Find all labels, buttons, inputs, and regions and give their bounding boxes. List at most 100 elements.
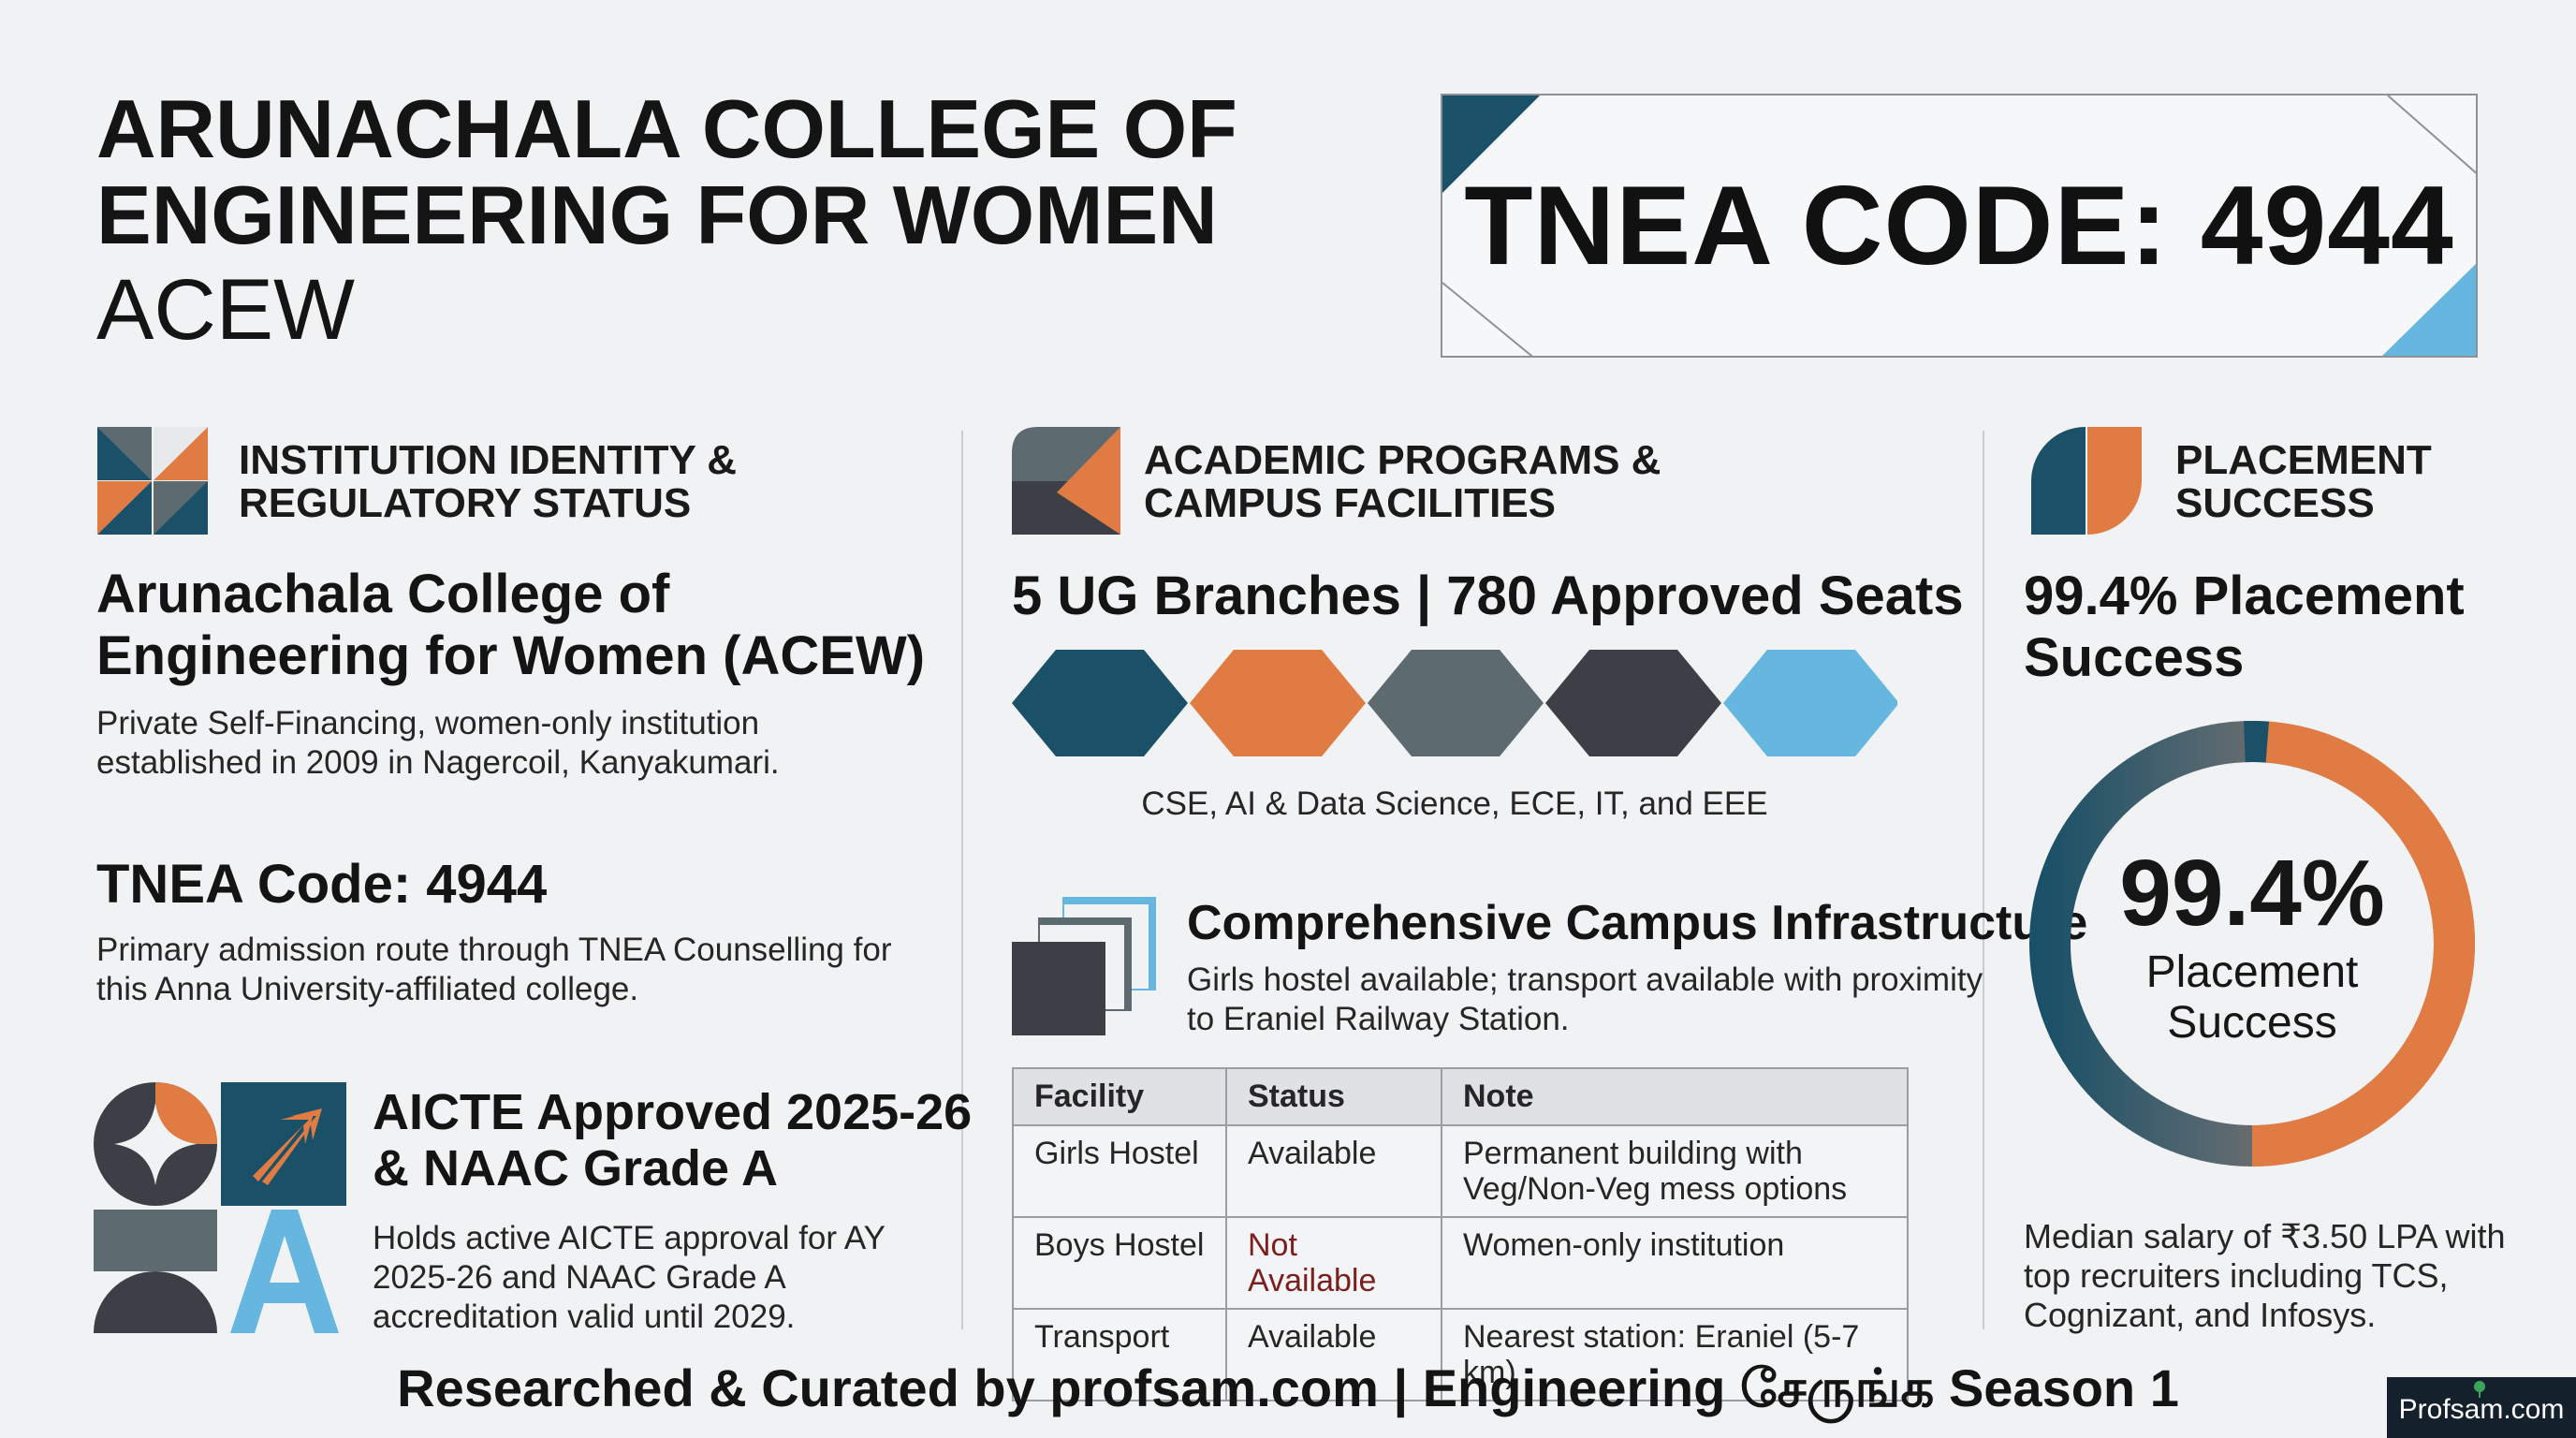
column-divider-2	[1983, 431, 1984, 1329]
placement-icon	[2031, 427, 2142, 535]
placement-title-line2: Success	[2024, 627, 2245, 688]
page-header: ARUNACHALA COLLEGE OF ENGINEERING FOR WO…	[96, 86, 1313, 361]
code-desc-line2: this Anna University-affiliated college.	[96, 971, 639, 1007]
tnea-code-description: Primary admission route through TNEA Cou…	[96, 931, 891, 1009]
accreditation-icon	[94, 1082, 346, 1338]
ring-value: 99.4%	[2119, 841, 2385, 946]
identity-heading-line2: REGULATORY STATUS	[239, 480, 692, 526]
table-header-facility: Facility	[1012, 1067, 1227, 1126]
facility-table-wrapper: Facility Status Note Girls Hostel Availa…	[1012, 1067, 1909, 1401]
placement-title-line1: 99.4% Placement	[2024, 565, 2465, 626]
tnea-code-box: TNEA CODE: 4944	[1441, 94, 2478, 358]
page-title-line1: ARUNACHALA COLLEGE OF	[96, 82, 1237, 175]
infrastructure-description: Girls hostel available; transport availa…	[1187, 961, 1983, 1039]
note-cell: Nearest station: Eraniel (5-7 km)	[1441, 1308, 1909, 1401]
branch-hexagon-3	[1368, 650, 1544, 756]
branch-hexagon-1	[1012, 650, 1188, 756]
leaf-icon	[2474, 1381, 2485, 1398]
college-name-line1: Arunachala College of	[96, 564, 670, 624]
table-header-row: Facility Status Note	[1012, 1067, 1909, 1126]
status-cell: Available	[1225, 1308, 1442, 1401]
academics-section-heading: ACADEMIC PROGRAMS & CAMPUS FACILITIES	[1144, 439, 1661, 525]
placement-desc-line3: Cognizant, and Infosys.	[2024, 1296, 2377, 1334]
facility-cell: Boys Hostel	[1012, 1216, 1227, 1310]
corner-line-bottom-left	[1442, 282, 1533, 356]
college-name: Arunachala College of Engineering for Wo…	[96, 564, 925, 687]
table-header-note: Note	[1441, 1067, 1909, 1126]
college-desc-line1: Private Self-Financing, women-only insti…	[96, 705, 760, 741]
facility-cell: Girls Hostel	[1012, 1124, 1227, 1218]
academics-heading-line1: ACADEMIC PROGRAMS &	[1144, 437, 1661, 483]
branch-hexagon-row	[1012, 650, 1899, 756]
aicte-desc-line1: Holds active AICTE approval for AY	[373, 1220, 886, 1256]
branch-hexagon-2	[1190, 650, 1366, 756]
page-title-line2: ENGINEERING FOR WOMEN	[96, 169, 1218, 261]
ring-label-line2: Success	[2167, 998, 2337, 1048]
aicte-title-line1: AICTE Approved 2025-26	[373, 1084, 973, 1140]
note-cell: Women-only institution	[1441, 1216, 1909, 1310]
facility-cell: Transport	[1012, 1308, 1227, 1401]
identity-heading-line1: INSTITUTION IDENTITY &	[239, 437, 738, 483]
ring-label-line1: Placement	[2145, 947, 2359, 997]
code-box-corner-decor	[1442, 95, 2476, 356]
column-divider-1	[961, 431, 963, 1329]
tnea-code-text: TNEA CODE: 4944	[1464, 163, 2454, 288]
branch-hexagon-4	[1545, 650, 1721, 756]
placement-desc-line2: top recruiters including TCS,	[2024, 1256, 2449, 1295]
academic-programs-icon	[1012, 427, 1120, 535]
note-line1: Permanent building with	[1463, 1136, 1803, 1171]
tnea-code-title: TNEA Code: 4944	[96, 854, 548, 915]
aicte-desc-line3: accreditation valid until 2029.	[373, 1299, 796, 1335]
placement-title: 99.4% Placement Success	[2024, 565, 2465, 689]
institution-identity-icon	[97, 427, 208, 535]
branch-hexagons	[1012, 650, 1899, 765]
ring-label: Placement Success	[2022, 947, 2482, 1049]
branch-hexagon-5	[1723, 650, 1899, 756]
aicte-description: Holds active AICTE approval for AY 2025-…	[373, 1219, 886, 1337]
branches-list: CSE, AI & Data Science, ECE, IT, and EEE	[1141, 785, 1768, 822]
corner-triangle-top-left	[1442, 95, 1540, 193]
infrastructure-icon	[1012, 897, 1156, 1040]
college-desc-line2: established in 2009 in Nagercoil, Kanyak…	[96, 744, 780, 781]
profsam-badge[interactable]: Profsam.com	[2387, 1377, 2576, 1438]
infra-desc-line2: to Eraniel Railway Station.	[1187, 1001, 1570, 1037]
placement-heading-line1: PLACEMENT	[2175, 437, 2432, 483]
table-row: Transport Available Nearest station: Era…	[1012, 1308, 1909, 1401]
aicte-naac-icon	[94, 1082, 346, 1333]
academics-heading-line2: CAMPUS FACILITIES	[1144, 480, 1557, 526]
corner-line-top-right	[2387, 95, 2476, 174]
placement-desc-line1: Median salary of ₹3.50 LPA with	[2024, 1217, 2506, 1255]
status-cell: Available	[1225, 1124, 1442, 1218]
ring-remainder-arc	[2244, 721, 2269, 763]
table-row: Girls Hostel Available Permanent buildin…	[1012, 1124, 1909, 1218]
branches-title: 5 UG Branches | 780 Approved Seats	[1012, 565, 1964, 626]
college-name-line2: Engineering for Women (ACEW)	[96, 625, 926, 686]
infra-desc-line1: Girls hostel available; transport availa…	[1187, 961, 1983, 998]
college-description: Private Self-Financing, women-only insti…	[96, 704, 780, 783]
footer-credit: Researched & Curated by profsam.com | En…	[397, 1358, 2179, 1417]
aicte-title: AICTE Approved 2025-26 & NAAC Grade A	[373, 1084, 972, 1196]
page-title: ARUNACHALA COLLEGE OF ENGINEERING FOR WO…	[96, 86, 1313, 258]
placement-donut-chart	[2029, 721, 2475, 1167]
note-cell: Permanent building with Veg/Non-Veg mess…	[1441, 1124, 1909, 1218]
stacked-squares-icon	[1012, 897, 1156, 1035]
aicte-desc-line2: 2025-26 and NAAC Grade A	[373, 1259, 786, 1296]
badge-label: Profsam.com	[2398, 1394, 2565, 1425]
placement-ring: 99.4% Placement Success	[2022, 713, 2482, 1174]
identity-section-icon	[97, 427, 208, 539]
identity-section-heading: INSTITUTION IDENTITY & REGULATORY STATUS	[239, 439, 737, 525]
academics-section-icon	[1012, 427, 1120, 539]
page-subtitle: ACEW	[96, 262, 355, 358]
note-line2: Veg/Non-Veg mess options	[1463, 1171, 1848, 1207]
placement-heading-line2: SUCCESS	[2175, 480, 2375, 526]
code-desc-line1: Primary admission route through TNEA Cou…	[96, 932, 892, 968]
infrastructure-title: Comprehensive Campus Infrastructure	[1187, 896, 2088, 950]
facility-table: Facility Status Note Girls Hostel Availa…	[1012, 1067, 1909, 1401]
table-header-status: Status	[1225, 1067, 1442, 1126]
placement-section-icon	[2031, 427, 2142, 539]
placement-section-heading: PLACEMENT SUCCESS	[2175, 439, 2432, 525]
aicte-title-line2: & NAAC Grade A	[373, 1140, 779, 1196]
table-row: Boys Hostel Not Available Women-only ins…	[1012, 1216, 1909, 1310]
status-cell: Not Available	[1225, 1216, 1442, 1310]
placement-description: Median salary of ₹3.50 LPA with top recr…	[2024, 1217, 2506, 1335]
